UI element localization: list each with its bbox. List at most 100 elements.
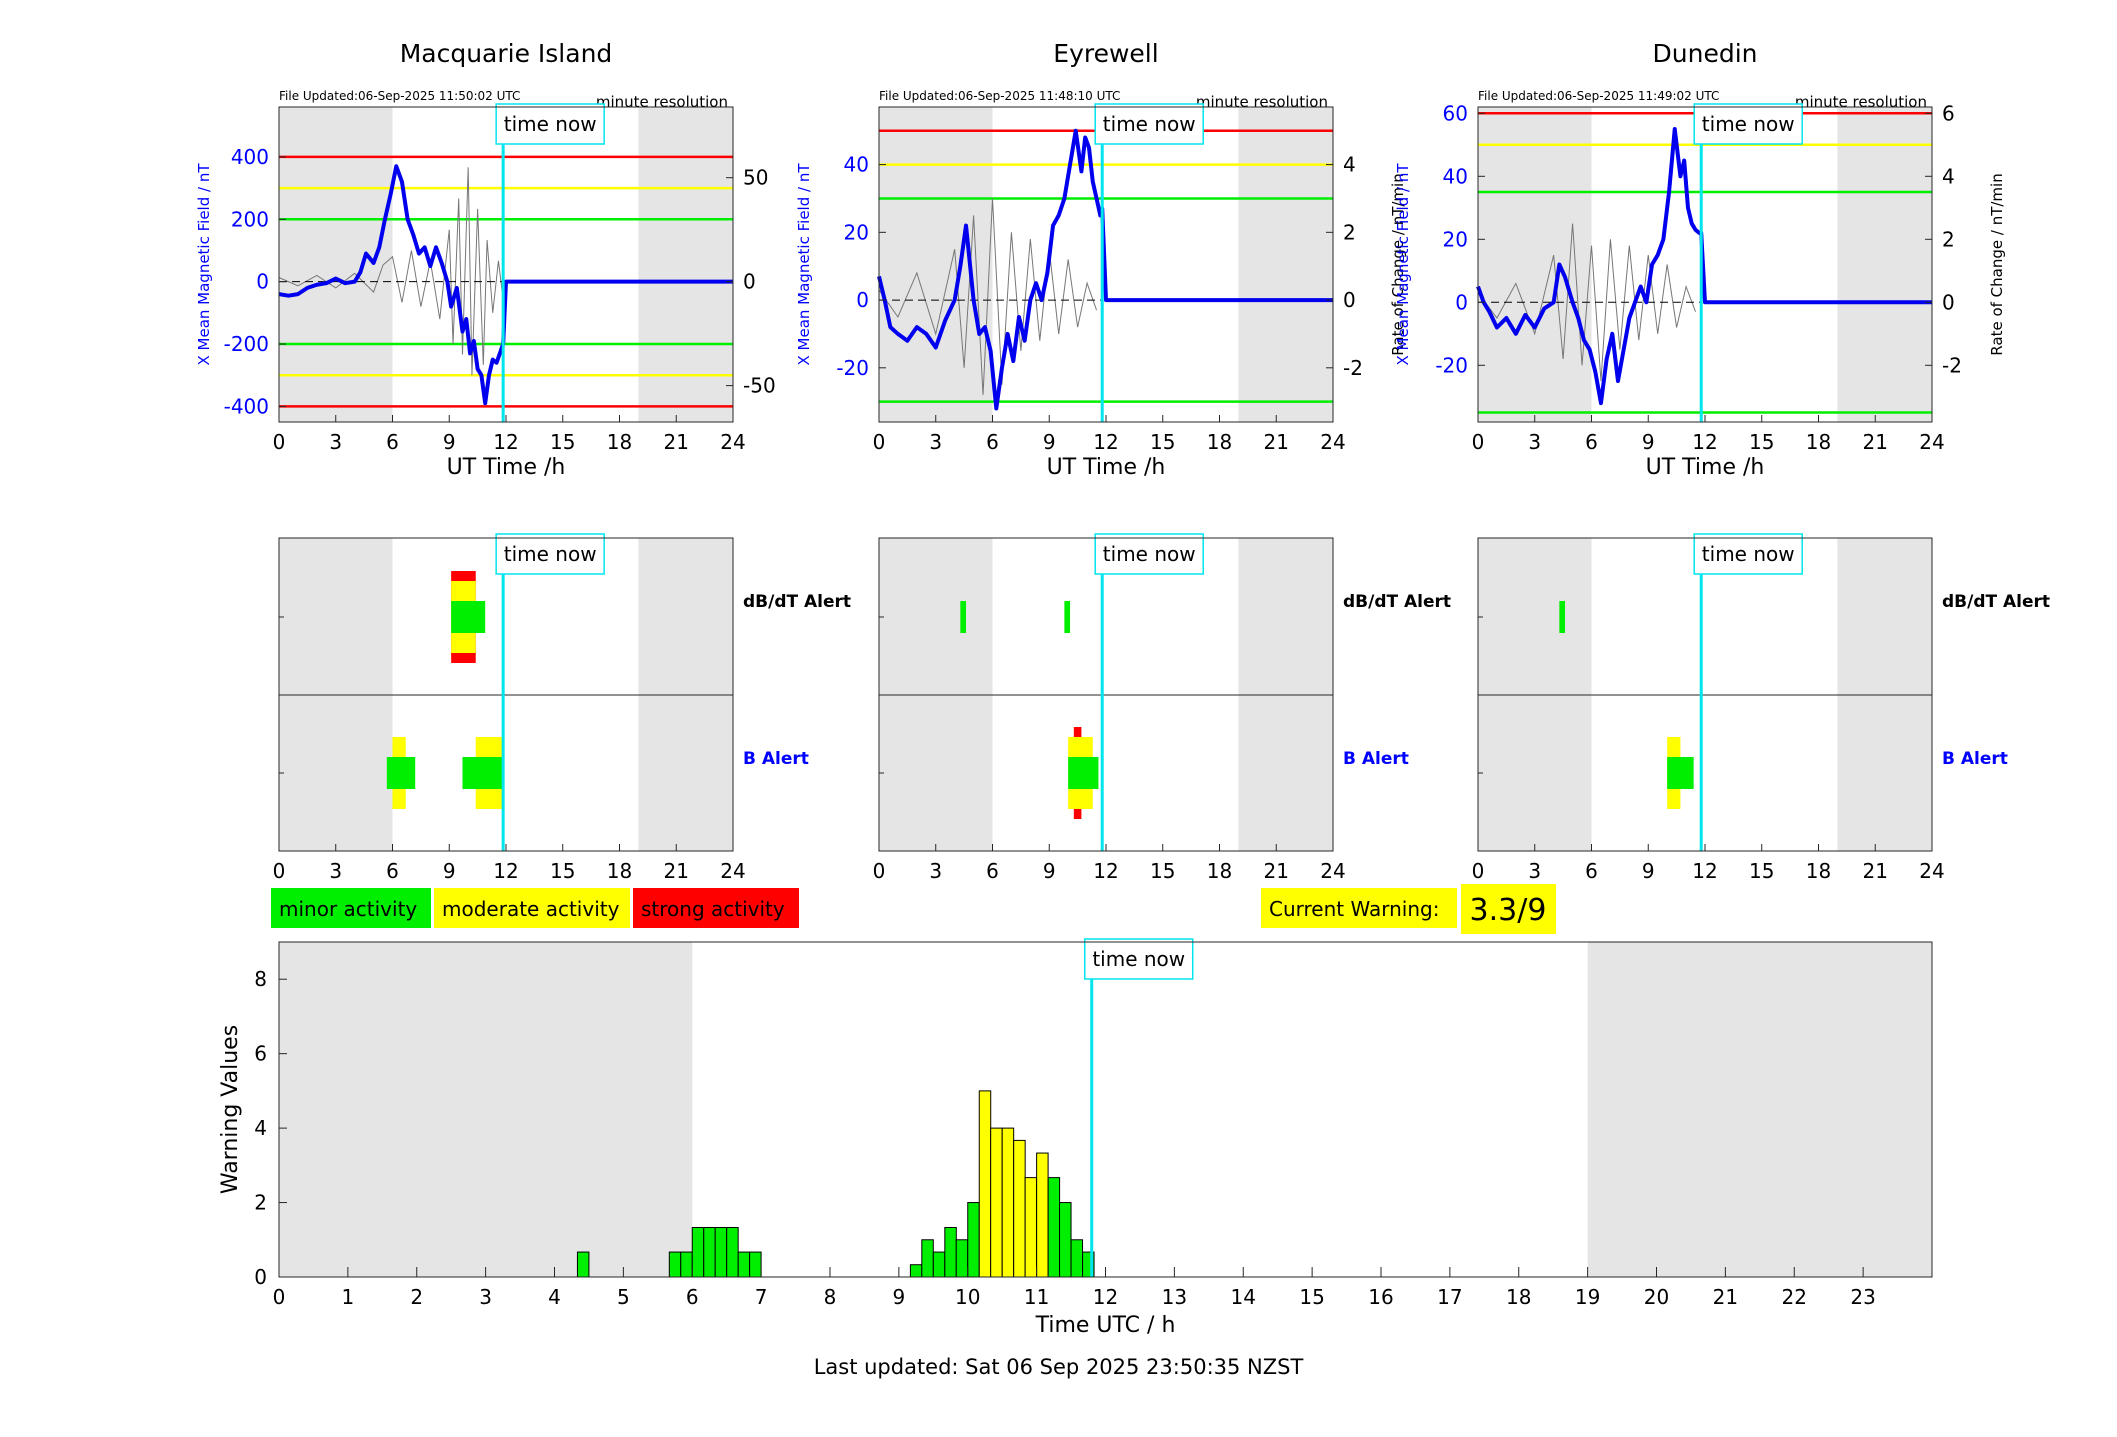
- x-tick-label: 12: [1692, 859, 1717, 883]
- x-tick-label: 13: [1162, 1285, 1187, 1309]
- warning-bar: [714, 1226, 728, 1278]
- warning-bar: [1036, 1152, 1049, 1278]
- magnetometer-panel-2: Eyrewell File Updated:06-Sep-2025 11:48:1…: [795, 39, 1407, 480]
- y-tick-label: 0: [856, 288, 869, 312]
- alert-panel-3: time now 0 3 6 9 12 15 18 21 24 dB/dT Alert B Alert: [1472, 533, 2050, 883]
- y-tick-label: -400: [224, 394, 269, 418]
- y-right-tick-label: -50: [743, 374, 776, 398]
- alert-block-green: [960, 601, 967, 633]
- x-tick-label: 3: [479, 1285, 492, 1309]
- station-title: Dunedin: [1653, 39, 1758, 68]
- y-right-tick-label: 0: [1343, 288, 1356, 312]
- x-tick-label: 0: [1472, 859, 1485, 883]
- warning-bar: [737, 1251, 751, 1278]
- x-tick-label: 21: [664, 859, 689, 883]
- x-tick-label: 3: [1528, 430, 1541, 454]
- y-right-axis-label: Rate of Change / nT/min: [1988, 173, 2006, 355]
- y-tick-label: 0: [254, 1265, 267, 1289]
- y-right-axis-label: Rate of Change / nT/min: [1389, 173, 1407, 355]
- x-tick-label: 24: [1320, 859, 1345, 883]
- warning-bar: [1013, 1139, 1026, 1278]
- y-right-tick-label: -2: [1942, 353, 1962, 377]
- warning-bar: [749, 1251, 762, 1278]
- x-tick-label: 9: [1043, 430, 1056, 454]
- time-now-label: time now: [1702, 542, 1795, 566]
- file-updated-text: File Updated:06-Sep-2025 11:49:02 UTC: [1478, 89, 1719, 103]
- x-tick-label: 18: [607, 859, 632, 883]
- time-now-label: time now: [1702, 112, 1795, 136]
- x-tick-label: 21: [1863, 430, 1888, 454]
- x-tick-label: 12: [1692, 430, 1717, 454]
- x-tick-label: 3: [329, 430, 342, 454]
- x-tick-label: 23: [1850, 1285, 1875, 1309]
- y-right-tick-label: 4: [1343, 153, 1356, 177]
- legend-strong-swatch: [633, 888, 799, 928]
- station-title: Macquarie Island: [400, 39, 613, 68]
- x-tick-label: 4: [548, 1285, 561, 1309]
- y-right-tick-label: 2: [1343, 220, 1356, 244]
- x-tick-label: 6: [386, 859, 399, 883]
- alert-block-green: [1667, 757, 1694, 789]
- warning-bar: [978, 1090, 992, 1278]
- time-now-box: [1083, 938, 1194, 980]
- x-tick-label: 6: [386, 430, 399, 454]
- current-warning-value-box: [1461, 884, 1556, 934]
- x-tick-label: 18: [1207, 859, 1232, 883]
- y-tick-label: 0: [1455, 290, 1468, 314]
- x-tick-label: 24: [1919, 430, 1944, 454]
- current-warning-value: 3.3/9: [1470, 893, 1547, 928]
- x-tick-label: 1: [342, 1285, 355, 1309]
- file-updated-text: File Updated:06-Sep-2025 11:50:02 UTC: [279, 89, 520, 103]
- x-tick-label: 18: [1506, 1285, 1531, 1309]
- x-tick-label: 15: [1150, 859, 1175, 883]
- x-tick-label: 0: [273, 859, 286, 883]
- time-now-box: [1094, 103, 1204, 145]
- b-alert-label: B Alert: [1942, 749, 2008, 769]
- rate-of-change-line: [878, 198, 1098, 395]
- y-axis-label: X Mean Magnetic Field / nT: [1394, 163, 1412, 366]
- time-now-label: time now: [1103, 112, 1196, 136]
- dbdt-alert-label: dB/dT Alert: [1942, 592, 2050, 612]
- x-tick-label: 16: [1368, 1285, 1393, 1309]
- x-tick-label: 3: [929, 430, 942, 454]
- x-tick-label: 9: [443, 430, 456, 454]
- x-tick-label: 11: [1024, 1285, 1049, 1309]
- x-tick-label: 0: [873, 859, 886, 883]
- rate-of-change-line: [278, 167, 503, 376]
- night-band: [279, 942, 693, 1277]
- b-alert-label: B Alert: [1343, 749, 1409, 769]
- y-tick-label: 2: [254, 1191, 267, 1215]
- warning-bar: [576, 1251, 590, 1278]
- time-now-box: [1094, 533, 1204, 575]
- night-band: [1478, 107, 1592, 422]
- alert-block-green: [1559, 601, 1566, 633]
- dbdt-alert-label: dB/dT Alert: [743, 592, 851, 612]
- last-updated-text: Last updated: Sat 06 Sep 2025 23:50:35 N…: [813, 1355, 1304, 1379]
- warning-bar: [932, 1251, 946, 1278]
- y-axis-label: X Mean Magnetic Field / nT: [795, 163, 813, 366]
- x-tick-label: 21: [1264, 859, 1289, 883]
- dbdt-alert-label: dB/dT Alert: [1343, 592, 1451, 612]
- field-line: [1476, 127, 1932, 406]
- x-tick-label: 24: [720, 430, 745, 454]
- activity-legend: minor activity moderate activity strong ac…: [271, 888, 799, 928]
- y-tick-label: 20: [844, 220, 869, 244]
- x-tick-label: 6: [1585, 430, 1598, 454]
- warning-bar: [1070, 1239, 1084, 1278]
- time-now-box: [495, 533, 605, 575]
- x-tick-label: 21: [1264, 430, 1289, 454]
- x-tick-label: 21: [1713, 1285, 1738, 1309]
- alert-block-green: [1064, 601, 1071, 633]
- y-tick-label: 6: [254, 1042, 267, 1066]
- x-tick-label: 12: [1093, 859, 1118, 883]
- field-line: [278, 164, 733, 406]
- x-tick-label: 7: [755, 1285, 768, 1309]
- x-tick-label: 9: [443, 859, 456, 883]
- x-tick-label: 20: [1644, 1285, 1669, 1309]
- x-tick-label: 18: [1207, 430, 1232, 454]
- y-tick-label: -20: [1435, 353, 1468, 377]
- night-band: [638, 107, 733, 422]
- x-tick-label: 10: [955, 1285, 980, 1309]
- x-tick-label: 21: [664, 430, 689, 454]
